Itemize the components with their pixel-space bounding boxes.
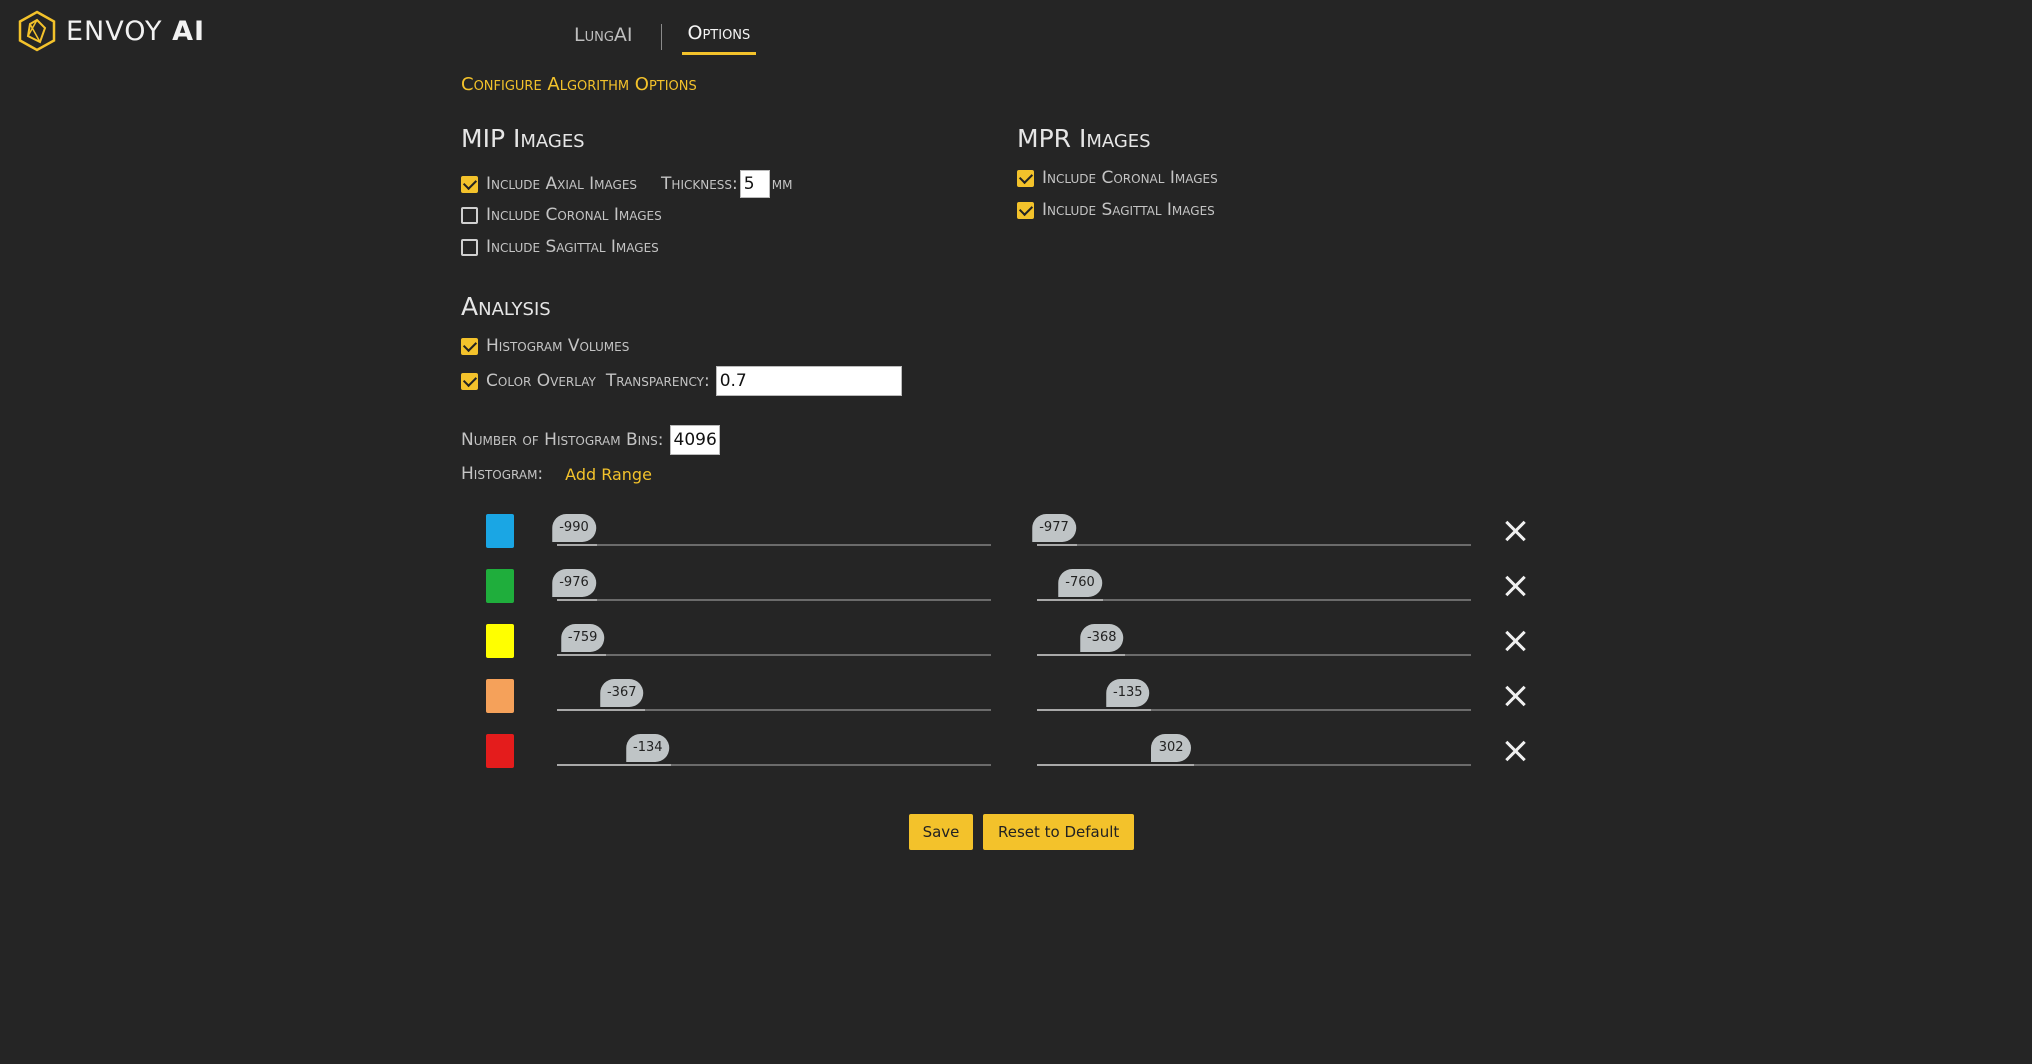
color-overlay-row: Color Overlay Transparency: <box>461 366 902 396</box>
histogram-range-row: -990 -977 <box>486 514 1526 550</box>
mpr-coronal-checkbox[interactable] <box>1017 169 1034 187</box>
range-min-slider-track[interactable] <box>557 599 991 601</box>
range-min-slider-track[interactable] <box>557 764 991 766</box>
color-overlay-checkbox[interactable] <box>461 372 478 390</box>
range-max-slider-fill <box>1037 599 1104 601</box>
mip-axial-checkbox[interactable] <box>461 175 478 193</box>
mip-sagittal-row: Include Sagittal Images <box>461 236 659 258</box>
range-max-slider-handle[interactable]: -368 <box>1079 624 1124 652</box>
range-min-slider-fill <box>557 709 645 711</box>
remove-range-close-icon[interactable] <box>1500 571 1530 601</box>
histogram-range-row: -367 -135 <box>486 679 1526 715</box>
top-nav: LungAI Options <box>568 18 757 55</box>
color-overlay-label: Color Overlay <box>486 371 596 391</box>
range-color-swatch[interactable] <box>486 679 514 713</box>
mip-heading: MIP Images <box>461 124 585 153</box>
thickness-label: Thickness: <box>661 174 738 194</box>
range-min-slider-handle[interactable]: -134 <box>626 734 670 762</box>
remove-range-close-icon[interactable] <box>1500 516 1530 546</box>
range-color-swatch[interactable] <box>486 624 514 658</box>
range-min-slider-track[interactable] <box>557 544 991 546</box>
histogram-volumes-row: Histogram Volumes <box>461 335 629 357</box>
range-max-slider-fill <box>1037 764 1195 766</box>
histogram-volumes-label: Histogram Volumes <box>486 336 630 356</box>
remove-range-close-icon[interactable] <box>1500 626 1530 656</box>
range-color-swatch[interactable] <box>486 514 514 548</box>
histogram-range-row: -976 -760 <box>486 569 1526 605</box>
histogram-label: Histogram: <box>461 464 544 484</box>
range-min-slider-handle[interactable]: -990 <box>552 514 596 542</box>
histogram-bins-input[interactable] <box>669 425 720 455</box>
range-max-slider-track[interactable] <box>1037 654 1471 656</box>
mpr-sagittal-checkbox[interactable] <box>1017 201 1034 219</box>
thickness-unit: mm <box>771 174 793 194</box>
range-color-swatch[interactable] <box>486 569 514 603</box>
range-max-slider-handle[interactable]: -760 <box>1058 569 1102 597</box>
envoy-ai-logo[interactable]: ENVOY AI <box>16 10 205 52</box>
mpr-coronal-label: Include Coronal Images <box>1042 168 1218 188</box>
range-min-slider-fill <box>557 544 597 546</box>
hexagon-logo-icon <box>18 10 56 52</box>
histogram-range-row: -134 302 <box>486 734 1526 770</box>
transparency-label: Transparency: <box>605 371 710 391</box>
range-max-slider-track[interactable] <box>1037 544 1471 546</box>
histogram-row: Histogram: Add Range <box>461 462 652 486</box>
mpr-coronal-row: Include Coronal Images <box>1017 167 1218 189</box>
histogram-bins-row: Number of Histogram Bins: <box>461 425 720 455</box>
range-min-slider-track[interactable] <box>557 654 991 656</box>
thickness-input[interactable] <box>739 170 770 198</box>
range-max-slider-track[interactable] <box>1037 599 1471 601</box>
range-min-slider-handle[interactable]: -367 <box>599 679 644 707</box>
mip-sagittal-label: Include Sagittal Images <box>486 237 659 257</box>
mip-coronal-label: Include Coronal Images <box>486 205 662 225</box>
remove-range-close-icon[interactable] <box>1500 681 1530 711</box>
nav-divider <box>660 23 662 50</box>
range-max-slider-track[interactable] <box>1037 709 1471 711</box>
mip-sagittal-checkbox[interactable] <box>461 238 478 256</box>
range-max-slider-fill <box>1037 709 1151 711</box>
mip-coronal-checkbox[interactable] <box>461 206 478 224</box>
range-min-slider-fill <box>557 599 597 601</box>
mip-coronal-row: Include Coronal Images <box>461 204 662 226</box>
analysis-heading: Analysis <box>461 292 551 321</box>
mpr-sagittal-label: Include Sagittal Images <box>1042 200 1215 220</box>
histogram-volumes-checkbox[interactable] <box>461 337 478 355</box>
section-title: Configure Algorithm Options <box>461 74 697 95</box>
range-max-slider-track[interactable] <box>1037 764 1471 766</box>
histogram-range-row: -759 -368 <box>486 624 1526 660</box>
reset-to-default-button[interactable]: Reset to Default <box>983 814 1135 850</box>
brand-name: ENVOY AI <box>66 15 206 47</box>
range-max-slider-handle[interactable]: -977 <box>1032 514 1076 542</box>
range-min-slider-track[interactable] <box>557 709 991 711</box>
range-max-slider-fill <box>1037 544 1077 546</box>
mip-axial-row: Include Axial Images Thickness: mm <box>461 170 792 198</box>
range-min-slider-handle[interactable]: -759 <box>560 624 605 652</box>
mip-axial-label: Include Axial Images <box>486 174 638 194</box>
range-color-swatch[interactable] <box>486 734 514 768</box>
range-max-slider-fill <box>1037 654 1125 656</box>
add-range-link[interactable]: Add Range <box>565 464 652 484</box>
range-max-slider-handle[interactable]: 302 <box>1151 734 1192 762</box>
range-min-slider-handle[interactable]: -976 <box>552 569 596 597</box>
mpr-sagittal-row: Include Sagittal Images <box>1017 199 1215 221</box>
histogram-bins-label: Number of Histogram Bins: <box>461 430 664 450</box>
tab-options[interactable]: Options <box>681 18 757 55</box>
remove-range-close-icon[interactable] <box>1500 736 1530 766</box>
tab-lungai[interactable]: LungAI <box>574 23 633 46</box>
range-min-slider-fill <box>557 654 606 656</box>
range-max-slider-handle[interactable]: -135 <box>1106 679 1150 707</box>
transparency-input[interactable] <box>715 366 902 396</box>
range-min-slider-fill <box>557 764 671 766</box>
mpr-heading: MPR Images <box>1017 124 1151 153</box>
save-button[interactable]: Save <box>909 814 973 850</box>
